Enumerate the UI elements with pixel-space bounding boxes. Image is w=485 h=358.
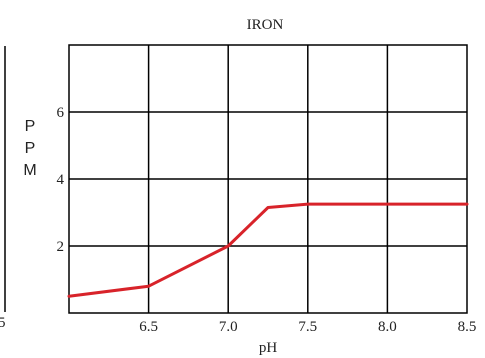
left-cut-tick-label: 5 xyxy=(0,315,6,331)
x-tick-label: 8.0 xyxy=(378,319,397,335)
series-group xyxy=(67,202,469,298)
x-tick-label: 6.5 xyxy=(139,319,158,335)
x-tick-label: 7.5 xyxy=(298,319,317,335)
x-tick-label: 7.0 xyxy=(219,319,238,335)
x-axis-label: pH xyxy=(259,340,278,356)
y-tick-label: 2 xyxy=(57,239,65,255)
iron-series-line xyxy=(67,202,469,298)
x-tick-labels: 6.5 7.0 7.5 8.0 8.5 xyxy=(139,319,476,335)
y-tick-labels: 2 4 6 xyxy=(57,105,65,255)
y-axis-label-letter: P xyxy=(25,140,36,157)
chart-title: IRON xyxy=(247,17,284,33)
y-axis-label: PPM xyxy=(23,118,36,179)
x-tick-label: 8.5 xyxy=(458,319,477,335)
y-axis-label-letter: P xyxy=(25,118,36,135)
y-axis-label-letter: M xyxy=(23,162,36,179)
y-tick-label: 4 xyxy=(57,172,65,188)
grid-lines xyxy=(69,45,467,313)
y-tick-label: 6 xyxy=(57,105,65,121)
